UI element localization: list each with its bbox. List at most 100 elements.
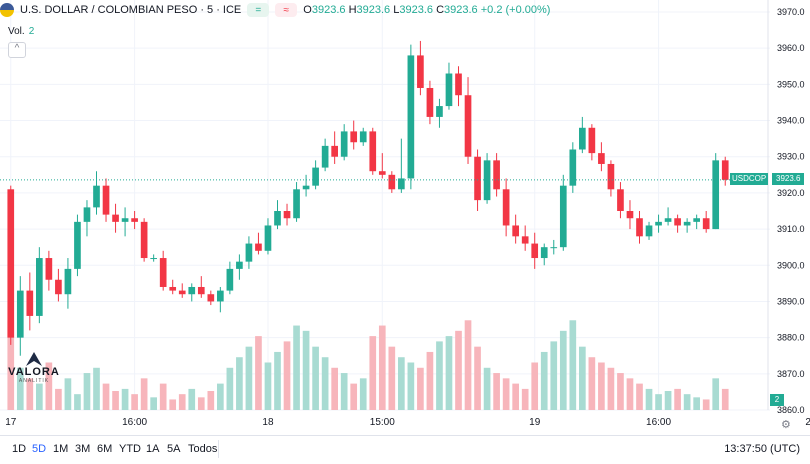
candle-body [712, 160, 720, 230]
low-label: L [393, 4, 400, 16]
y-tick-label: 3900.0 [777, 260, 805, 270]
volume-bar [178, 394, 186, 410]
volume-bar [426, 351, 434, 410]
volume-bar [378, 325, 386, 410]
candle-body [721, 160, 729, 180]
volume-bar [607, 367, 615, 410]
range-5a-button[interactable]: 5A [167, 443, 181, 455]
volume-bar [369, 336, 377, 410]
low-value: 3923.6 [399, 4, 434, 16]
candle-body [436, 106, 443, 117]
price-chart[interactable]: 3970.0 3960.0 3950.0 3940.0 3930.0 3920.0 3910… [0, 0, 810, 435]
candle-body [531, 243, 539, 259]
candle-body [417, 55, 424, 88]
volume-bar [245, 346, 253, 410]
volume-bar [350, 383, 358, 410]
candle-body [464, 95, 472, 157]
candle-body [45, 258, 53, 280]
volume-bar [521, 388, 529, 410]
chart-area[interactable]: 3970.0 3960.0 3950.0 3940.0 3930.0 3920.0 3910… [0, 0, 810, 435]
candle-body [159, 258, 167, 287]
volume-bar [150, 397, 157, 410]
volume-bar [140, 378, 148, 410]
candle-body [197, 286, 205, 295]
volume-bar [302, 330, 310, 410]
candle-body [598, 153, 605, 164]
candle-body [64, 268, 72, 295]
candle-body [178, 290, 186, 295]
y-tick-label: 3910.0 [777, 224, 805, 234]
range-all-button[interactable]: Todos [188, 443, 218, 455]
y-tick-label: 3880.0 [777, 333, 805, 343]
candle-body [293, 189, 300, 219]
gear-icon[interactable]: ⚙ [781, 419, 791, 431]
valora-logo: VALORA ANALITIK [4, 352, 64, 384]
candle-body [150, 258, 157, 260]
candle-body [26, 290, 34, 316]
bottom-toolbar: 1D 5D 1M 3M 6M YTD 1A 5A Todos 13:37:50 … [0, 435, 810, 464]
candle-body [331, 145, 338, 157]
close-label: C [436, 4, 445, 16]
y-tick-label: 3970.0 [777, 7, 805, 17]
candle-body [264, 225, 272, 251]
volume-bar [7, 320, 15, 410]
volume-bar [455, 330, 462, 410]
range-6m-button[interactable]: 6M [97, 443, 113, 455]
candle-body [664, 218, 672, 222]
range-3m-button[interactable]: 3M [75, 443, 91, 455]
volume-bar [283, 341, 291, 410]
volume-value: 2 [28, 26, 35, 37]
volume-legend: Vol. 2 [8, 26, 34, 37]
x-tick-label: 19 [529, 417, 541, 428]
range-1d-button[interactable]: 1D [12, 443, 27, 455]
volume-bar [197, 397, 205, 410]
symbol-title[interactable]: U.S. DOLLAR / COLOMBIAN PESO · 5 · ICE [20, 4, 242, 16]
candle-body [569, 149, 577, 186]
range-5d-button[interactable]: 5D [32, 443, 47, 455]
volume-bar [407, 362, 415, 410]
volume-bar [436, 341, 443, 410]
y-tick-label: 3940.0 [777, 116, 805, 126]
open-label: O [303, 4, 312, 16]
y-tick-label: 3950.0 [777, 79, 805, 89]
candle-body [74, 221, 81, 269]
candle-body [131, 218, 138, 222]
candle-body [217, 290, 224, 302]
volume-bar [36, 383, 43, 410]
range-1m-button[interactable]: 1M [53, 443, 69, 455]
volume-bar [683, 394, 691, 410]
candle-body [512, 225, 519, 237]
equal-pill[interactable]: = [247, 3, 270, 17]
range-ytd-button[interactable]: YTD [119, 443, 141, 455]
candle-body [474, 156, 481, 201]
collapse-legend-button[interactable]: ^ [8, 42, 26, 58]
candle-body [407, 55, 415, 179]
volume-bar [474, 346, 481, 410]
volume-bar [293, 325, 300, 410]
volume-bar [445, 336, 453, 410]
y-tick-label: 3870.0 [777, 369, 805, 379]
open-value: 3923.6 [311, 4, 346, 16]
volume-bar [359, 378, 367, 410]
candle-body [83, 207, 91, 222]
candle-body [369, 131, 377, 172]
volume-bar [655, 394, 662, 410]
volume-bar [540, 351, 548, 410]
chart-header: U.S. DOLLAR / COLOMBIAN PESO · 5 · ICE =… [0, 0, 550, 20]
candle-body [207, 294, 215, 302]
candle-body [378, 171, 386, 175]
y-tick-label: 3930.0 [777, 152, 805, 162]
volume-bar [45, 362, 53, 410]
candle-body [112, 214, 119, 222]
volume-bar [598, 362, 605, 410]
range-1a-button[interactable]: 1A [146, 443, 160, 455]
y-tick-label: 3960.0 [777, 43, 805, 53]
candle-body [626, 211, 634, 219]
approx-pill[interactable]: ≈ [275, 3, 298, 17]
candle-body [674, 218, 681, 226]
volume-bar [569, 320, 577, 410]
candle-body [398, 178, 405, 190]
volume-label: Vol. [8, 26, 25, 37]
volume-bar [169, 399, 177, 410]
candle-body [540, 247, 548, 259]
